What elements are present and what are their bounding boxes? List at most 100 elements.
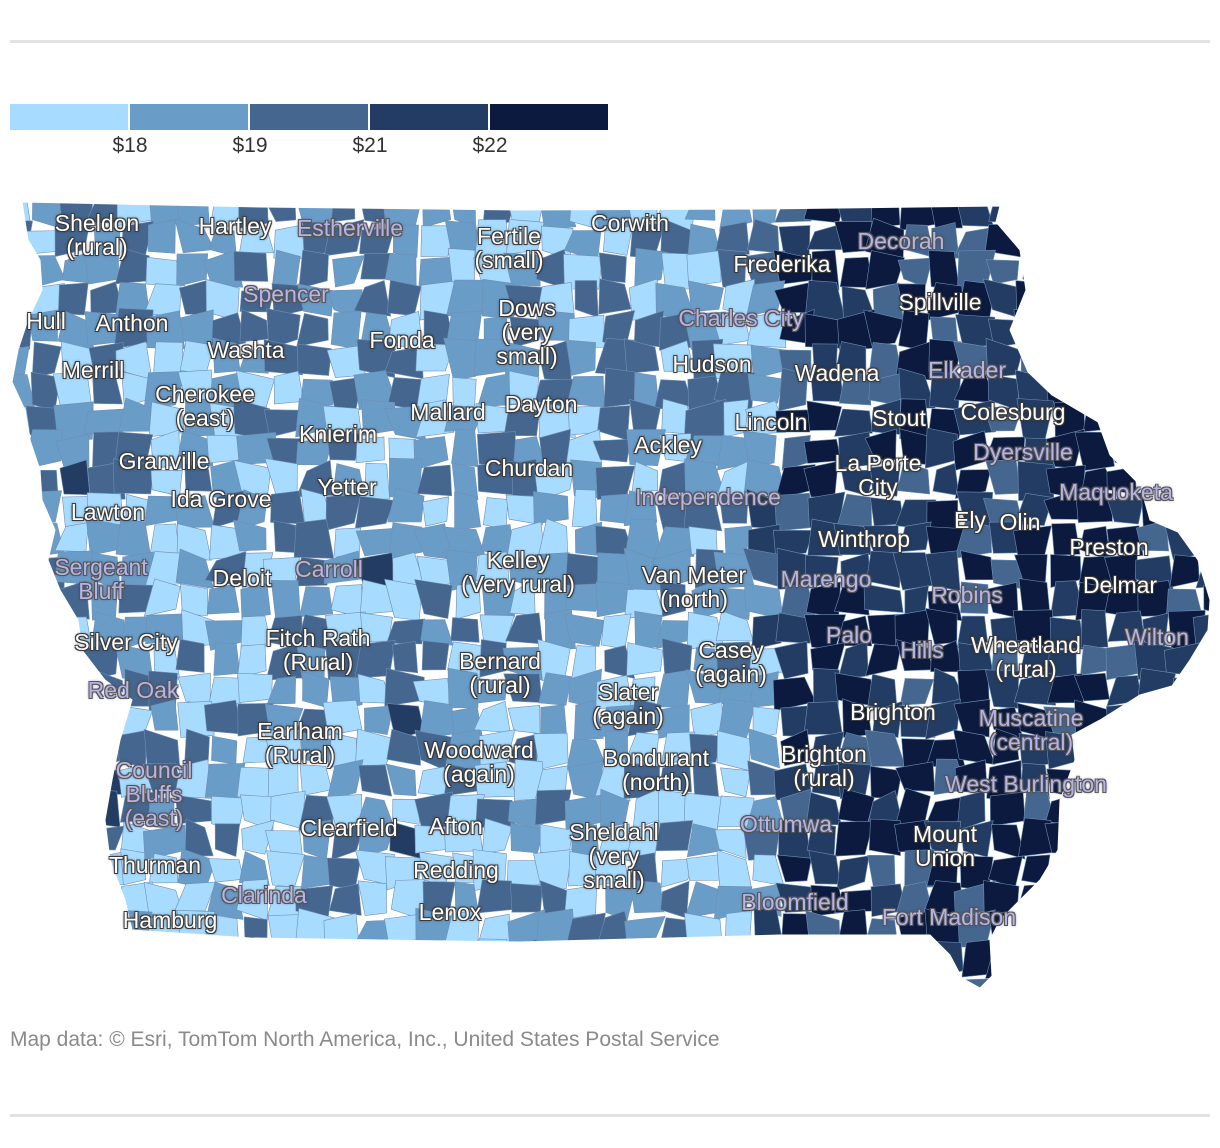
zip-region xyxy=(659,581,686,617)
zip-region xyxy=(266,676,297,705)
zip-region xyxy=(60,909,95,947)
zip-region xyxy=(1107,202,1146,229)
place-label: Hills xyxy=(900,637,944,663)
place-label: Fertile (small) xyxy=(474,223,544,273)
zip-region xyxy=(804,554,839,591)
zip-region xyxy=(358,822,396,859)
zip-region xyxy=(12,948,37,974)
zip-region xyxy=(1051,522,1081,556)
zip-region xyxy=(1013,672,1056,706)
place-label: Washta xyxy=(207,337,285,363)
zip-region xyxy=(507,704,541,735)
zip-region xyxy=(895,978,928,988)
zip-region xyxy=(1076,342,1111,378)
zip-region xyxy=(1135,344,1173,379)
zip-region xyxy=(1044,856,1081,889)
zip-region xyxy=(1051,281,1082,313)
zip-region xyxy=(481,817,513,855)
zip-region xyxy=(744,942,785,977)
zip-region xyxy=(870,463,901,497)
zip-region xyxy=(415,399,455,438)
zip-region xyxy=(300,378,334,406)
zip-region xyxy=(1020,346,1054,376)
zip-region xyxy=(597,944,635,978)
zip-region xyxy=(1107,855,1142,890)
zip-region xyxy=(267,968,301,988)
zip-region xyxy=(505,341,540,377)
legend-swatch xyxy=(10,104,128,130)
zip-region xyxy=(1201,379,1210,408)
zip-region xyxy=(270,490,305,525)
zip-region xyxy=(422,496,450,527)
zip-region xyxy=(503,252,541,287)
zip-region xyxy=(1201,758,1210,798)
zip-region xyxy=(954,520,992,559)
zip-region xyxy=(623,490,658,527)
zip-region xyxy=(450,617,480,643)
zip-region xyxy=(924,821,962,852)
zip-region xyxy=(1075,489,1113,523)
zip-region xyxy=(296,313,329,347)
zip-region xyxy=(834,408,873,437)
zip-region xyxy=(1103,312,1139,349)
zip-region xyxy=(627,698,662,737)
place-label: Palo xyxy=(825,622,873,648)
zip-region xyxy=(475,975,510,988)
zip-region xyxy=(1195,259,1210,290)
zip-region xyxy=(1020,762,1050,800)
zip-region xyxy=(1022,256,1053,291)
zip-region xyxy=(803,701,843,735)
place-label: Cherokee (east) xyxy=(155,381,255,431)
place-label: Knierim xyxy=(299,421,377,447)
zip-region xyxy=(12,668,36,706)
zip-region xyxy=(864,729,906,767)
zip-region xyxy=(477,938,509,978)
zip-region xyxy=(1014,492,1054,526)
zip-region xyxy=(12,374,36,412)
zip-region xyxy=(1134,769,1171,797)
zip-region xyxy=(1197,398,1210,435)
zip-region xyxy=(806,223,843,250)
place-label: Frederika xyxy=(733,251,831,277)
zip-region xyxy=(143,578,181,617)
place-label: Woodward (again) xyxy=(424,737,534,787)
zip-region xyxy=(355,436,385,464)
zip-region xyxy=(538,202,577,231)
zip-region xyxy=(1106,285,1146,312)
zip-region xyxy=(1104,762,1143,797)
zip-region xyxy=(991,824,1026,860)
zip-region xyxy=(746,280,786,318)
zip-region xyxy=(385,763,417,797)
zip-region xyxy=(626,429,666,467)
zip-region xyxy=(1044,339,1084,374)
zip-region xyxy=(233,460,272,495)
place-label: Independence xyxy=(635,484,781,510)
place-label: Ackley xyxy=(634,432,702,458)
zip-region xyxy=(54,221,91,257)
place-label: Yetter xyxy=(317,474,377,500)
zip-region xyxy=(455,582,481,620)
zip-region xyxy=(1200,941,1210,972)
top-divider xyxy=(10,40,1210,43)
zip-region xyxy=(1021,915,1055,947)
place-label: Bloomfield xyxy=(741,889,849,915)
zip-region xyxy=(716,849,753,892)
zip-region xyxy=(422,881,456,921)
place-label: Ottumwa xyxy=(739,811,833,837)
place-label: Afton xyxy=(429,813,483,839)
zip-region xyxy=(811,940,843,981)
place-label: Lenox xyxy=(418,899,482,925)
zip-region xyxy=(898,367,936,409)
zip-region xyxy=(1072,939,1113,980)
zip-region xyxy=(719,943,756,982)
zip-region xyxy=(1012,971,1053,988)
zip-region xyxy=(414,579,453,619)
zip-region xyxy=(12,457,35,493)
zip-region xyxy=(443,971,482,988)
zip-region xyxy=(987,971,1023,988)
zip-region xyxy=(1045,219,1082,260)
place-label: Sergeant Bluff xyxy=(54,554,148,604)
zip-region xyxy=(745,883,782,917)
zip-region xyxy=(538,672,572,706)
zip-region xyxy=(236,766,274,799)
